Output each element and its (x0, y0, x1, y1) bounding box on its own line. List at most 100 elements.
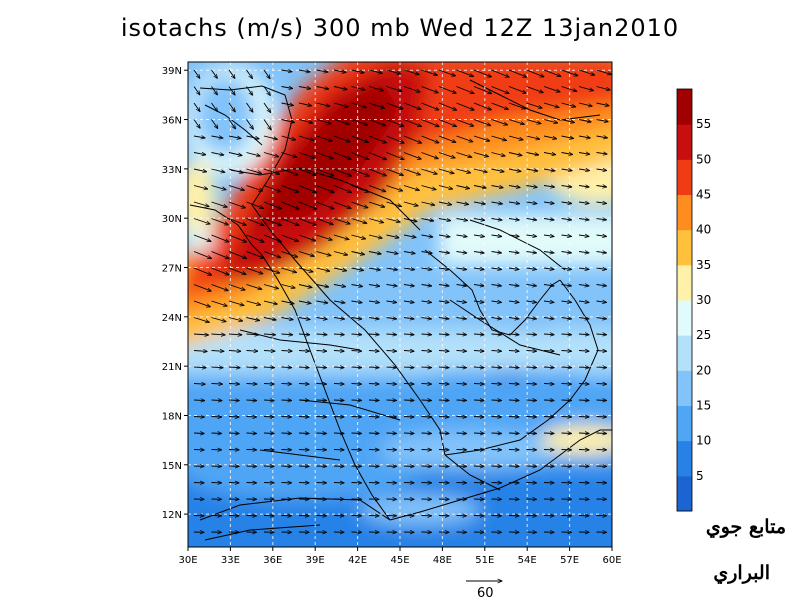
wind-vector (298, 234, 315, 241)
wind-vector (508, 252, 519, 253)
wind-vector (473, 235, 484, 237)
wind-vector (263, 433, 274, 434)
wind-vector (316, 367, 327, 368)
wind-vector (578, 285, 589, 286)
wind-vector (596, 219, 607, 220)
wind-vector (403, 301, 414, 303)
wind-vector (421, 268, 432, 270)
wind-vector (211, 351, 224, 352)
wind-vector (438, 285, 449, 287)
lat-tick-label: 21N (162, 362, 182, 373)
wind-vector (193, 185, 208, 190)
wind-vector (368, 400, 379, 401)
wind-vector (473, 252, 484, 254)
wind-vector (473, 301, 484, 302)
wind-vector (193, 317, 209, 323)
wind-vector (211, 86, 218, 95)
wind-vector (368, 69, 382, 73)
wind-vector (561, 400, 572, 401)
wind-vector (281, 218, 300, 226)
wind-vector (316, 384, 327, 385)
wind-vector (403, 417, 414, 418)
wind-vector (193, 351, 207, 352)
wind-vector (351, 218, 367, 224)
wind-vector (596, 285, 607, 286)
wind-vector (508, 86, 526, 94)
wind-vector (421, 135, 439, 143)
wind-vector (246, 69, 253, 79)
wind-vector (491, 334, 502, 335)
wind-vector (508, 102, 525, 109)
wind-vector (368, 384, 379, 385)
wind-vector (316, 135, 333, 141)
wind-vector (316, 417, 327, 418)
wind-vector (281, 300, 295, 304)
wind-vector (211, 185, 227, 190)
wind-vector (263, 185, 281, 192)
wind-vector (596, 268, 607, 269)
wind-vector (596, 384, 607, 385)
wind-vector (421, 168, 438, 174)
wind-vector (211, 384, 223, 385)
wind-vector (456, 318, 467, 319)
wind-vector (596, 301, 607, 302)
lat-tick-label: 39N (162, 66, 182, 77)
wind-vector (316, 251, 332, 256)
wind-vector (281, 284, 296, 289)
wind-vector (456, 86, 475, 94)
wind-vector (193, 234, 211, 241)
wind-vector (246, 433, 257, 434)
wind-vector (368, 351, 379, 352)
wind-vector (438, 318, 449, 319)
wind-vector (211, 201, 228, 207)
wind-vector (421, 185, 437, 190)
wind-vector (473, 185, 486, 189)
wind-vector (543, 219, 554, 221)
wind-vector (561, 235, 572, 236)
wind-vector (263, 69, 270, 79)
wind-vector (508, 135, 523, 140)
wind-vector (211, 317, 227, 322)
wind-vector (386, 102, 403, 109)
wind-vector (368, 251, 381, 255)
wind-vector (298, 318, 310, 320)
wind-vector (246, 351, 258, 352)
wind-vector (386, 69, 401, 74)
wind-vector (561, 301, 572, 302)
wind-vector (456, 202, 469, 204)
wind-vector (263, 417, 274, 418)
wind-vector (193, 267, 212, 275)
wind-vector (193, 384, 205, 385)
wind-vector (456, 417, 467, 418)
wind-vector (193, 367, 206, 368)
wind-vector (596, 318, 607, 319)
wind-vector (211, 300, 228, 306)
wind-vector (246, 168, 262, 174)
wind-vector (281, 417, 292, 418)
wind-vector (263, 152, 279, 157)
wind-vector (456, 334, 467, 335)
colorbar-frame (676, 88, 693, 512)
wind-vector (246, 234, 265, 242)
wind-vector (421, 301, 432, 302)
wind-vector (473, 86, 492, 94)
wind-vector (193, 334, 209, 335)
wind-vector (403, 351, 414, 352)
wind-vector (298, 284, 312, 288)
wind-vector (386, 384, 397, 385)
wind-vector (508, 202, 520, 204)
colorbar-segment (677, 159, 692, 195)
wind-vector (193, 102, 200, 112)
wind-vector (403, 384, 414, 385)
wind-vector (473, 318, 484, 319)
wind-vector (508, 433, 519, 434)
wind-vector (403, 252, 415, 254)
wind-vector (228, 185, 244, 191)
wind-vector (543, 268, 554, 269)
wind-vector (281, 234, 299, 241)
wind-vector (333, 334, 344, 335)
wind-vector (473, 417, 484, 418)
wind-vector (473, 219, 485, 221)
wind-vector (561, 318, 572, 319)
wind-vector (526, 367, 537, 368)
